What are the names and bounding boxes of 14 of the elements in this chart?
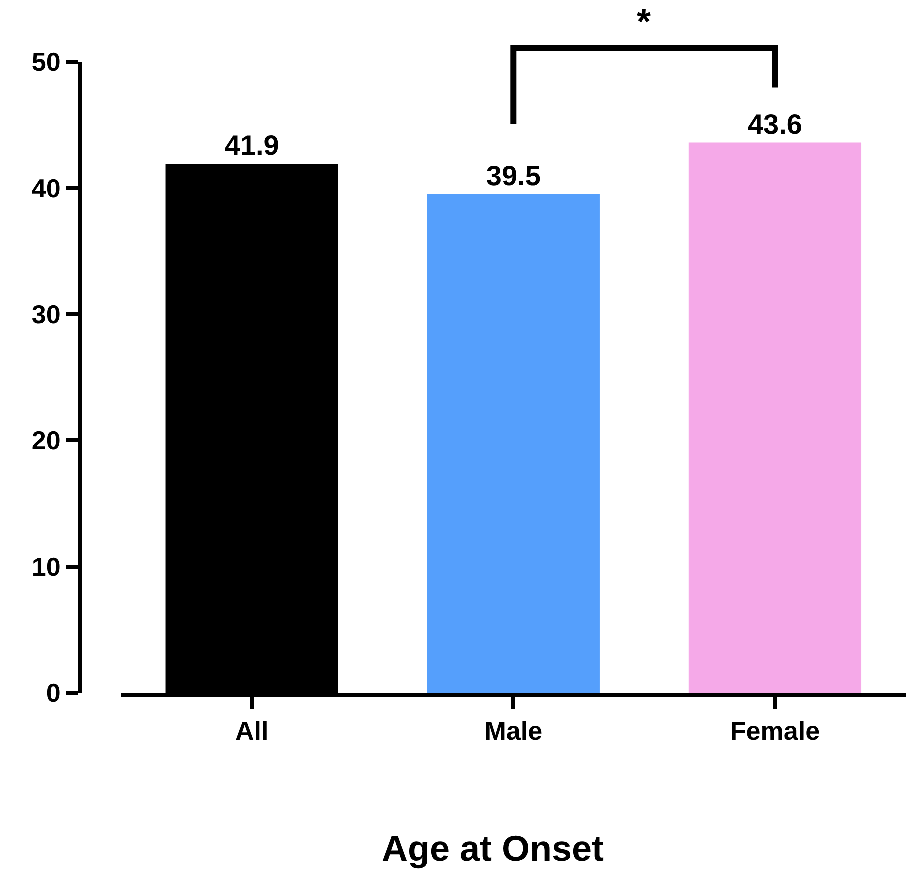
text: * xyxy=(637,1,652,42)
x-tick-label: Female xyxy=(730,716,820,746)
data-label: 39.5 xyxy=(486,160,541,192)
y-tick-label: 40 xyxy=(32,173,61,204)
y-tick-label: 20 xyxy=(32,426,61,456)
y-tick-label: 30 xyxy=(32,300,61,330)
x-tick-label: Male xyxy=(484,716,543,746)
y-tick-label: 50 xyxy=(32,47,61,78)
x-tick-label: All xyxy=(235,716,269,746)
y-tick-label: 10 xyxy=(32,552,61,582)
data-label: 41.9 xyxy=(224,130,280,162)
x-axis-title: Age at Onset xyxy=(382,828,604,869)
data-label: 43.6 xyxy=(748,108,802,140)
y-tick-label: 0 xyxy=(46,678,61,708)
